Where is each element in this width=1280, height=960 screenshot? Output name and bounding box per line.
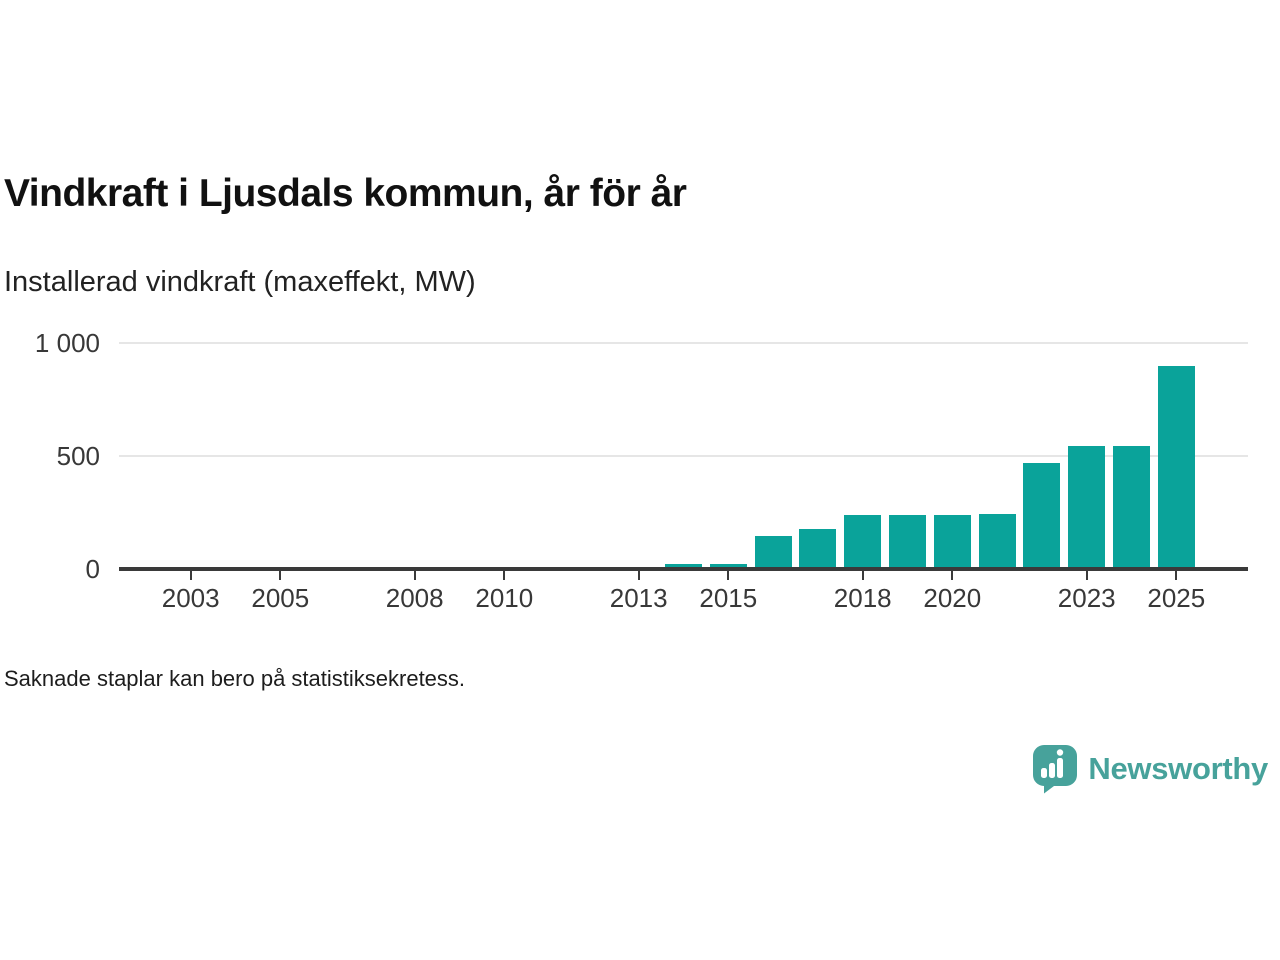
x-axis-line bbox=[119, 567, 1248, 571]
x-tick-2013 bbox=[637, 571, 640, 580]
x-tick-2008 bbox=[413, 571, 416, 580]
x-axis-label-2018: 2018 bbox=[833, 583, 892, 613]
y-axis-label-0: 0 bbox=[85, 554, 100, 584]
y-axis-label-1000: 1 000 bbox=[34, 328, 100, 358]
x-axis-label-2025: 2025 bbox=[1147, 583, 1206, 613]
x-axis-label-2005: 2005 bbox=[251, 583, 310, 613]
logo-bar-small bbox=[1041, 768, 1048, 778]
footnote: Saknade staplar kan bero på statistiksek… bbox=[4, 666, 466, 691]
bar-2020 bbox=[933, 514, 971, 569]
x-tick-2015 bbox=[727, 571, 730, 580]
x-tick-2020 bbox=[951, 571, 954, 580]
bar-2024 bbox=[1113, 445, 1151, 569]
x-tick-2025 bbox=[1175, 571, 1178, 580]
x-axis-label-2013: 2013 bbox=[609, 583, 668, 613]
x-tick-2018 bbox=[861, 571, 864, 580]
logo-bar-large bbox=[1057, 758, 1064, 778]
x-axis-label-2008: 2008 bbox=[385, 583, 444, 613]
y-axis-label-500: 500 bbox=[56, 441, 100, 471]
x-axis-label-2023: 2023 bbox=[1057, 583, 1116, 613]
logo-exclamation-dot bbox=[1057, 749, 1064, 756]
x-tick-2003 bbox=[189, 571, 192, 580]
gridline-1000 bbox=[119, 342, 1248, 344]
x-tick-2010 bbox=[503, 571, 506, 580]
bar-2014 bbox=[665, 564, 702, 569]
bar-2016 bbox=[754, 536, 792, 569]
bar-2022 bbox=[1023, 462, 1061, 569]
bar-2015 bbox=[709, 564, 747, 569]
logo-bar-medium bbox=[1049, 763, 1056, 778]
x-axis-label-2010: 2010 bbox=[475, 583, 534, 613]
x-axis-label-2020: 2020 bbox=[923, 583, 982, 613]
brand-logo: Newsworthy bbox=[1032, 744, 1268, 794]
x-axis-label-2003: 2003 bbox=[161, 583, 220, 613]
bar-2023 bbox=[1068, 445, 1106, 569]
bar-2017 bbox=[799, 529, 837, 569]
bar-2025 bbox=[1157, 365, 1195, 569]
bar-2019 bbox=[889, 514, 926, 569]
newsworthy-logo-icon bbox=[1033, 745, 1078, 794]
bar-2018 bbox=[844, 514, 882, 569]
brand-name: Newsworthy bbox=[1088, 751, 1268, 786]
chart-title: Vindkraft i Ljusdals kommun, år för år bbox=[4, 172, 687, 215]
chart-subtitle: Installerad vindkraft (maxeffekt, MW) bbox=[4, 266, 476, 298]
bar-2021 bbox=[978, 513, 1016, 569]
x-axis-label-2015: 2015 bbox=[699, 583, 758, 613]
x-tick-2005 bbox=[279, 571, 282, 580]
gridline-500 bbox=[119, 455, 1248, 457]
x-tick-2023 bbox=[1085, 571, 1088, 580]
